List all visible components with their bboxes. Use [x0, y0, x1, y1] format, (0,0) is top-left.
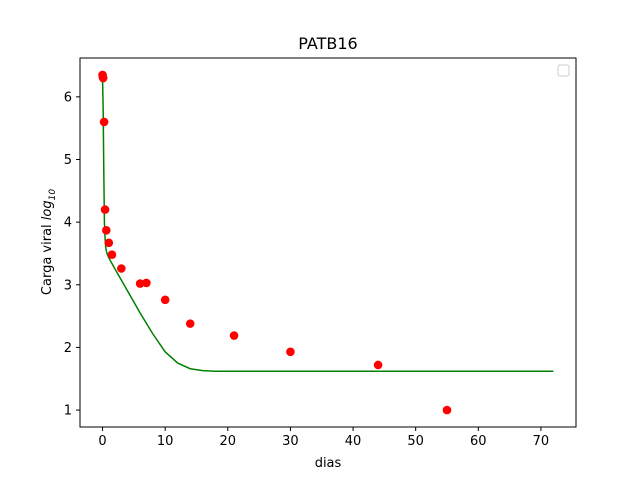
data-point — [107, 250, 117, 260]
chart-title: PATB16 — [298, 34, 357, 53]
y-tick-label: 1 — [64, 404, 72, 419]
axes-frame — [79, 57, 577, 428]
data-point — [99, 117, 109, 127]
data-point — [286, 347, 295, 357]
y-tick-label: 5 — [64, 153, 72, 168]
legend-box — [557, 64, 570, 77]
data-point — [117, 264, 126, 273]
x-axis-ticks: 0 10 20 30 40 50 60 70 — [98, 427, 549, 449]
y-axis-label: Carga viral log10 — [40, 189, 58, 295]
data-point — [102, 225, 111, 235]
data-point — [142, 278, 151, 288]
data-point — [104, 238, 114, 248]
data-point — [185, 319, 195, 328]
plot-area — [98, 70, 554, 415]
x-tick-label: 50 — [407, 434, 424, 449]
y-tick-label: 6 — [64, 90, 72, 105]
y-axis-ticks: 1 2 3 4 5 6 — [64, 90, 80, 419]
y-axis-label-main: Carga viral — [40, 220, 55, 295]
x-tick-label: 30 — [282, 434, 299, 449]
y-tick-label: 3 — [64, 278, 72, 293]
x-tick-label: 0 — [98, 434, 106, 449]
x-tick-label: 10 — [157, 434, 174, 449]
data-point — [135, 279, 145, 288]
y-tick-label: 4 — [64, 216, 72, 231]
x-tick-label: 60 — [470, 434, 487, 449]
data-point — [442, 405, 452, 415]
data-point — [373, 360, 383, 370]
y-tick-label: 2 — [64, 341, 72, 356]
y-axis-label-log: log — [40, 200, 55, 220]
data-point — [98, 73, 108, 83]
x-axis-label: dias — [315, 456, 342, 471]
data-point — [229, 331, 239, 340]
x-tick-label: 70 — [533, 434, 550, 449]
x-tick-label: 20 — [220, 434, 237, 449]
data-point — [100, 205, 110, 214]
data-point — [160, 295, 170, 305]
y-axis-label-sub: 10 — [48, 189, 58, 201]
x-tick-label: 40 — [345, 434, 362, 449]
